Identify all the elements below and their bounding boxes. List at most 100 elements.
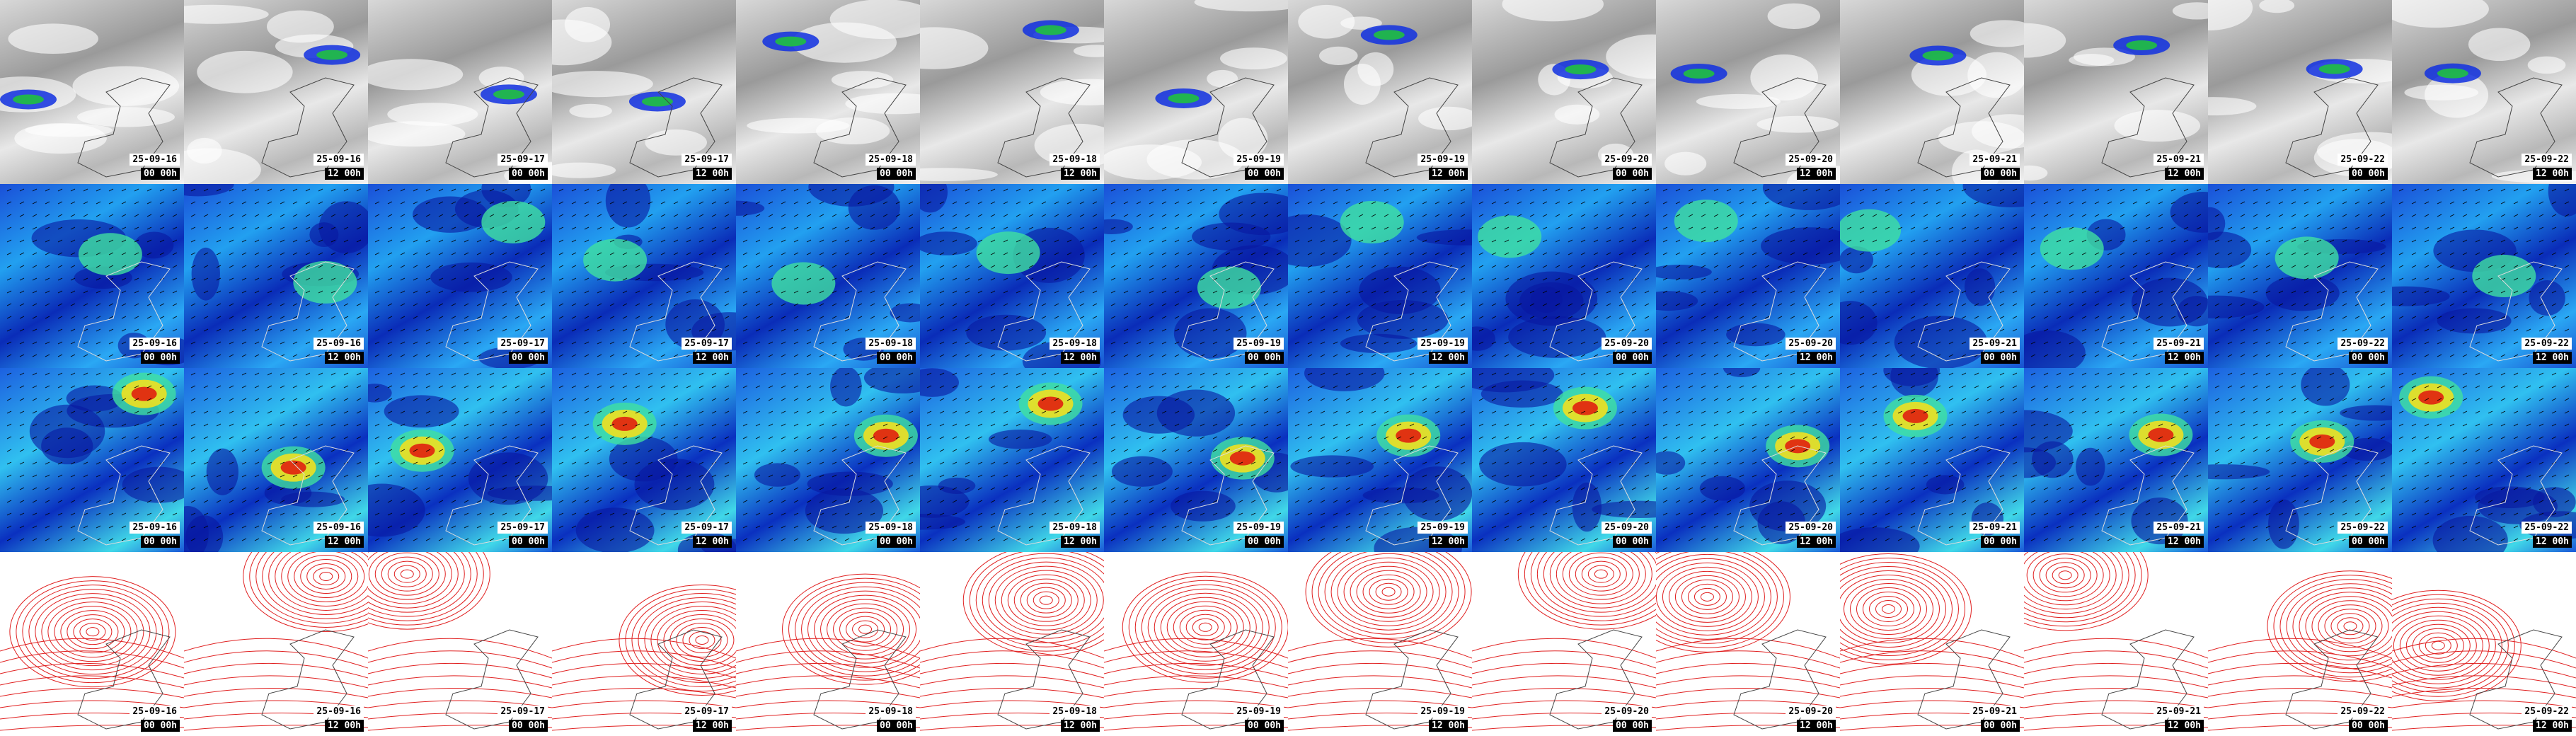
time-label: 00 00h bbox=[509, 352, 548, 364]
date-label: 25-09-19 bbox=[1234, 706, 1284, 718]
map-tile: 25-09-20 12 00h bbox=[1656, 0, 1840, 184]
map-tile: 25-09-21 12 00h bbox=[2024, 368, 2208, 552]
time-label: 00 00h bbox=[877, 168, 916, 180]
time-label: 12 00h bbox=[2165, 352, 2204, 364]
map-tile: 25-09-17 12 00h bbox=[552, 368, 736, 552]
date-label: 25-09-21 bbox=[1970, 706, 2020, 718]
date-label: 25-09-19 bbox=[1234, 522, 1284, 534]
map-tile: 25-09-22 12 00h bbox=[2392, 552, 2576, 736]
map-tile: 25-09-19 12 00h bbox=[1288, 552, 1472, 736]
map-field bbox=[2024, 2, 2208, 181]
date-label: 25-09-22 bbox=[2338, 706, 2388, 718]
map-tile: 25-09-18 00 00h bbox=[736, 0, 920, 184]
date-label: 25-09-18 bbox=[1050, 522, 1100, 534]
map-tile: 25-09-16 12 00h bbox=[184, 552, 368, 736]
map-field bbox=[1288, 188, 1472, 362]
time-label: 00 00h bbox=[1613, 352, 1652, 364]
date-label: 25-09-18 bbox=[866, 522, 916, 534]
time-label: 12 00h bbox=[2165, 720, 2204, 732]
date-label: 25-09-20 bbox=[1602, 522, 1652, 534]
map-tile: 25-09-17 12 00h bbox=[552, 552, 736, 736]
map-tile: 25-09-21 00 00h bbox=[1840, 184, 2024, 368]
date-label: 25-09-19 bbox=[1418, 522, 1468, 534]
map-field bbox=[736, 573, 920, 731]
map-tile: 25-09-22 12 00h bbox=[2392, 184, 2576, 368]
map-field bbox=[184, 4, 361, 184]
map-field bbox=[920, 368, 1098, 546]
map-field bbox=[1656, 552, 1840, 731]
map-tile: 25-09-22 00 00h bbox=[2208, 184, 2392, 368]
map-tile: 25-09-18 00 00h bbox=[736, 184, 920, 368]
time-label: 00 00h bbox=[1245, 352, 1284, 364]
map-tile: 25-09-17 12 00h bbox=[552, 0, 736, 184]
time-label: 00 00h bbox=[141, 720, 180, 732]
time-label: 12 00h bbox=[1797, 536, 1836, 548]
date-label: 25-09-19 bbox=[1418, 706, 1468, 718]
time-label: 12 00h bbox=[1797, 168, 1836, 180]
map-field bbox=[2208, 368, 2392, 549]
date-label: 25-09-19 bbox=[1418, 154, 1468, 166]
time-label: 12 00h bbox=[2165, 168, 2204, 180]
map-tile: 25-09-22 00 00h bbox=[2208, 552, 2392, 736]
map-tile: 25-09-22 00 00h bbox=[2208, 0, 2392, 184]
map-tile: 25-09-16 12 00h bbox=[184, 184, 368, 368]
date-label: 25-09-18 bbox=[866, 154, 916, 166]
time-label: 00 00h bbox=[2349, 352, 2388, 364]
map-tile: 25-09-19 12 00h bbox=[1288, 368, 1472, 552]
map-tile: 25-09-18 12 00h bbox=[920, 552, 1104, 736]
map-tile: 25-09-20 00 00h bbox=[1472, 0, 1656, 184]
date-label: 25-09-16 bbox=[314, 154, 364, 166]
date-label: 25-09-17 bbox=[498, 522, 548, 534]
date-label: 25-09-17 bbox=[498, 706, 548, 718]
map-tile: 25-09-16 00 00h bbox=[0, 368, 184, 552]
map-tile: 25-09-19 00 00h bbox=[1104, 368, 1288, 552]
date-label: 25-09-22 bbox=[2522, 522, 2572, 534]
date-label: 25-09-20 bbox=[1602, 154, 1652, 166]
map-field bbox=[184, 372, 362, 552]
time-label: 00 00h bbox=[877, 720, 916, 732]
map-tile: 25-09-19 00 00h bbox=[1104, 0, 1288, 184]
map-tile: 25-09-22 12 00h bbox=[2392, 0, 2576, 184]
map-field bbox=[1909, 20, 2024, 184]
map-tile: 25-09-20 12 00h bbox=[1656, 552, 1840, 736]
map-field bbox=[1110, 372, 1288, 546]
time-label: 00 00h bbox=[1981, 352, 2020, 364]
map-field bbox=[558, 184, 736, 362]
time-label: 00 00h bbox=[1981, 168, 2020, 180]
map-tile: 25-09-16 00 00h bbox=[0, 552, 184, 736]
map-tile: 25-09-18 12 00h bbox=[920, 184, 1104, 368]
time-label: 12 00h bbox=[693, 168, 732, 180]
map-tile: 25-09-21 12 00h bbox=[2024, 552, 2208, 736]
time-label: 12 00h bbox=[1797, 720, 1836, 732]
time-label: 00 00h bbox=[1613, 720, 1652, 732]
map-field bbox=[2208, 188, 2386, 362]
time-label: 00 00h bbox=[1981, 720, 2020, 732]
map-field bbox=[2392, 184, 2576, 362]
map-field bbox=[1656, 184, 1840, 362]
date-label: 25-09-21 bbox=[2154, 706, 2204, 718]
map-tile: 25-09-20 00 00h bbox=[1472, 552, 1656, 736]
time-label: 12 00h bbox=[2533, 352, 2572, 364]
date-label: 25-09-17 bbox=[498, 154, 548, 166]
date-label: 25-09-16 bbox=[314, 706, 364, 718]
date-label: 25-09-19 bbox=[1418, 338, 1468, 350]
time-label: 00 00h bbox=[1245, 536, 1284, 548]
map-field bbox=[368, 372, 552, 546]
date-label: 25-09-19 bbox=[1234, 338, 1284, 350]
date-label: 25-09-22 bbox=[2522, 706, 2572, 718]
date-label: 25-09-22 bbox=[2338, 154, 2388, 166]
time-label: 12 00h bbox=[1797, 352, 1836, 364]
map-tile: 25-09-17 00 00h bbox=[368, 184, 552, 368]
date-label: 25-09-21 bbox=[2154, 522, 2204, 534]
time-label: 12 00h bbox=[1061, 536, 1100, 548]
time-label: 00 00h bbox=[141, 536, 180, 548]
time-label: 00 00h bbox=[509, 168, 548, 180]
time-label: 12 00h bbox=[693, 352, 732, 364]
map-field bbox=[920, 184, 1101, 368]
time-label: 12 00h bbox=[1061, 352, 1100, 364]
map-field bbox=[1840, 368, 2018, 552]
map-field bbox=[1288, 552, 1472, 731]
map-field bbox=[1472, 368, 1656, 546]
map-field bbox=[1104, 188, 1288, 362]
map-tile: 25-09-16 12 00h bbox=[184, 368, 368, 552]
